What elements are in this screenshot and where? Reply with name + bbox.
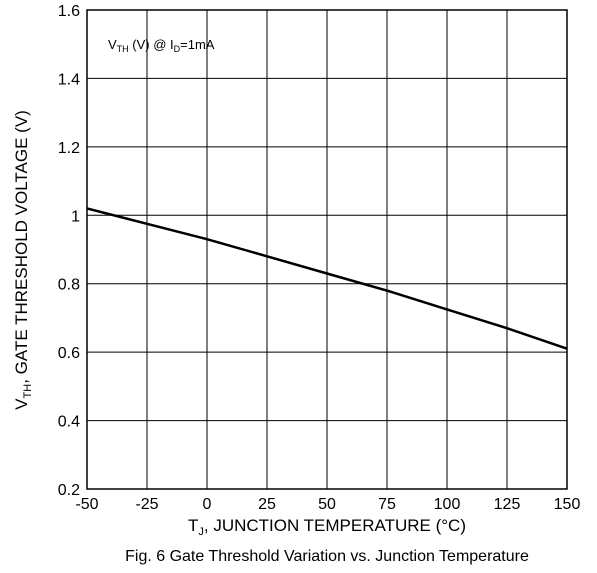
plot-frame (86, 9, 568, 490)
x-tick-label: 50 (318, 496, 336, 513)
y-tick-label: 1.4 (58, 71, 80, 88)
figure-caption: Fig. 6 Gate Threshold Variation vs. Junc… (125, 548, 529, 565)
x-tick-label: 100 (434, 496, 461, 513)
x-tick-label: -25 (135, 496, 158, 513)
x-tick-label: 25 (258, 496, 276, 513)
grid (86, 9, 568, 490)
y-tick-label: 1.2 (58, 140, 80, 157)
series-group (86, 207, 568, 350)
y-axis-label: VTH, GATE THRESHOLD VOLTAGE (V) (12, 110, 34, 410)
y-tick-label: 1.6 (58, 3, 80, 20)
y-tick-label: 0.8 (58, 277, 80, 294)
x-tick-label: 75 (378, 496, 396, 513)
series-line (86, 207, 568, 350)
y-tick-label: 1 (71, 208, 80, 225)
y-tick-labels: 0.2 0.4 0.6 0.8 1 1.2 1.4 1.6 (58, 3, 80, 499)
annotation: VTH (V) @ ID=1mA (108, 37, 215, 54)
x-tick-label: 0 (203, 496, 212, 513)
x-tick-label: 150 (554, 496, 581, 513)
y-tick-label: 0.2 (58, 482, 80, 499)
x-tick-label: 125 (494, 496, 521, 513)
y-tick-label: 0.4 (58, 414, 80, 431)
x-axis-label: TJ, JUNCTION TEMPERATURE (°C) (188, 516, 466, 538)
x-tick-labels: -50 -25 0 25 50 75 100 125 150 (75, 496, 580, 513)
x-tick-label: -50 (75, 496, 98, 513)
y-tick-label: 0.6 (58, 345, 80, 362)
